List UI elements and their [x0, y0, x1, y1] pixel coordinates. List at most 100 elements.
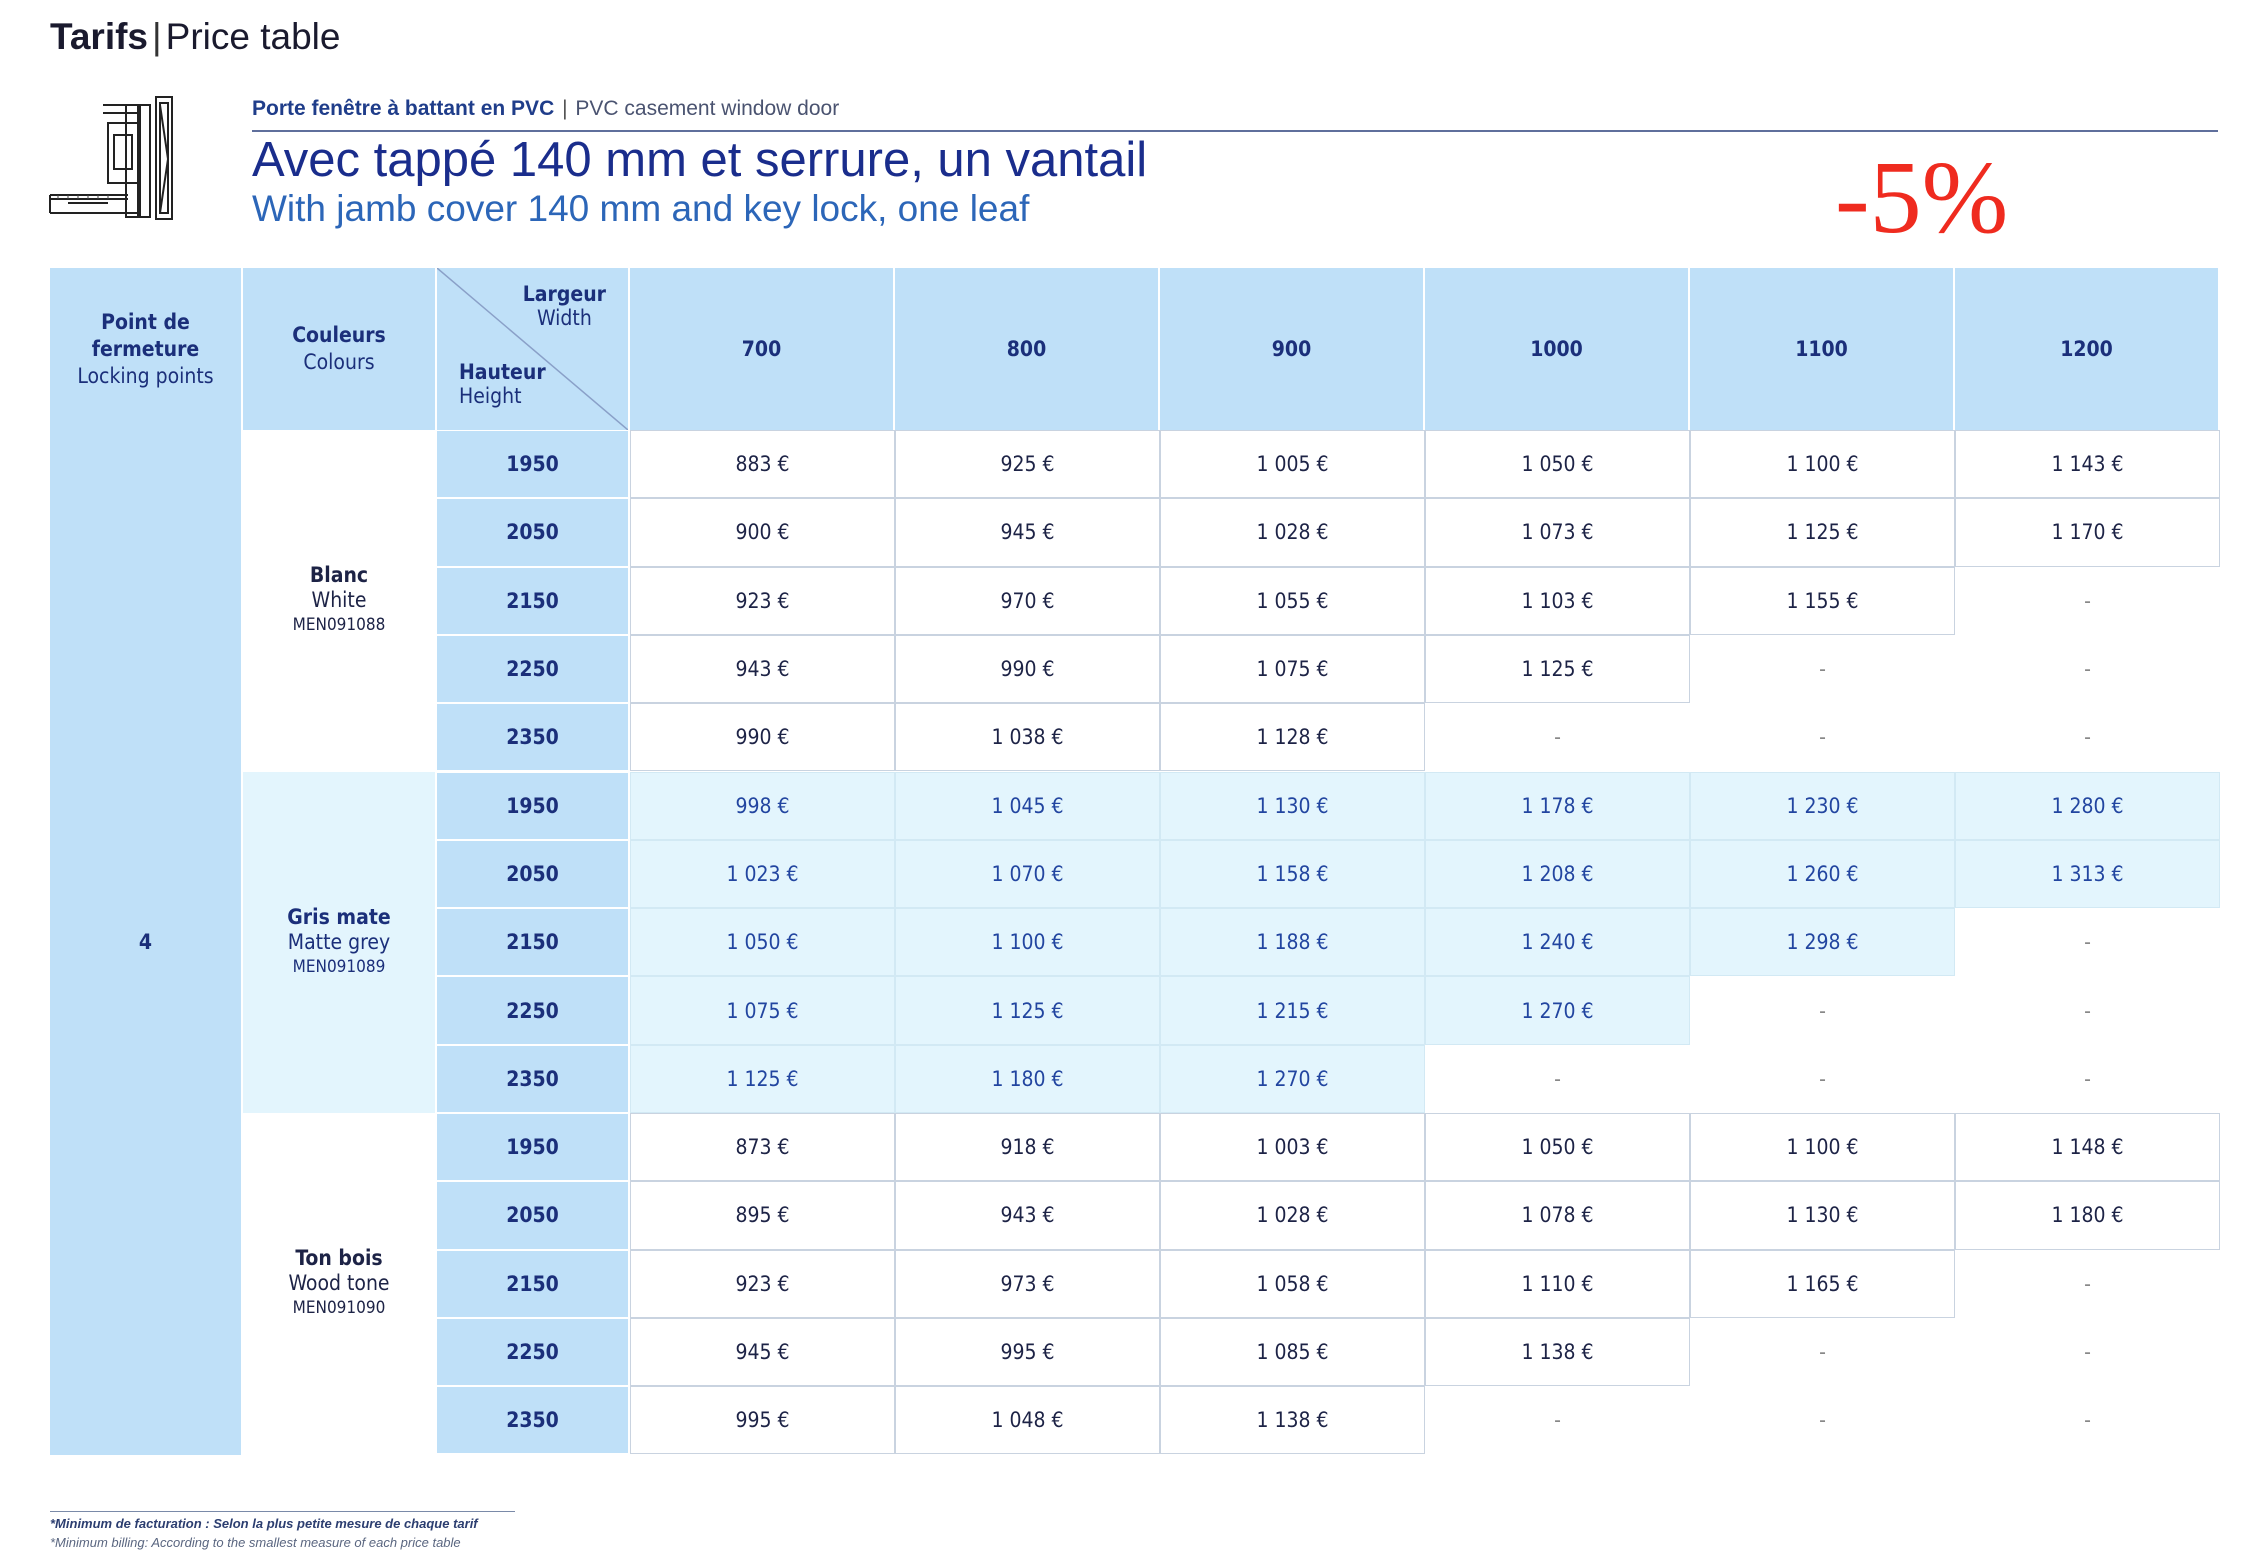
- price-cell: -: [1690, 1386, 1955, 1455]
- price-cell: -: [1955, 1386, 2220, 1455]
- price-cell: -: [1955, 1317, 2220, 1387]
- header-height-en: Height: [459, 384, 522, 408]
- price-cell: 943 €: [630, 634, 895, 704]
- product-subtitle: Porte fenêtre à battant en PVC | PVC cas…: [252, 97, 839, 121]
- price-cell: 1 170 €: [1955, 498, 2220, 567]
- price-cell: 1 028 €: [1160, 498, 1425, 567]
- price-cell: -: [1955, 634, 2220, 704]
- price-cell: -: [1955, 1249, 2220, 1318]
- price-cell: 1 270 €: [1425, 976, 1690, 1045]
- price-cell: 1 130 €: [1690, 1181, 1955, 1250]
- locking-points-value: 4: [50, 430, 241, 1455]
- price-cell: 1 313 €: [1955, 839, 2220, 909]
- price-cell: 1 038 €: [895, 703, 1160, 772]
- colour-name-fr: Ton bois: [295, 1246, 383, 1271]
- row-height-2350: 2350: [437, 704, 628, 771]
- price-cell: -: [1955, 566, 2220, 635]
- price-cell: 895 €: [630, 1181, 895, 1250]
- colour-name-en: White: [311, 588, 367, 613]
- row-height-2250: 2250: [437, 1318, 628, 1386]
- price-cell: 995 €: [895, 1317, 1160, 1387]
- price-cell: 1 180 €: [895, 1044, 1160, 1113]
- subtitle-fr: Porte fenêtre à battant en PVC: [252, 97, 555, 120]
- price-cell: 1 155 €: [1690, 566, 1955, 635]
- price-cell: 1 125 €: [1425, 634, 1690, 704]
- price-cell: 995 €: [630, 1386, 895, 1455]
- price-cell: 1 143 €: [1955, 430, 2220, 499]
- price-cell: 1 003 €: [1160, 1113, 1425, 1182]
- row-height-2250: 2250: [437, 977, 628, 1044]
- price-cell: -: [1955, 1044, 2220, 1113]
- colour-reference: MEN091089: [292, 956, 386, 977]
- price-cell: 1 023 €: [630, 839, 895, 909]
- price-cell: 998 €: [630, 771, 895, 840]
- heading-en: With jamb cover 140 mm and key lock, one…: [252, 188, 1030, 229]
- price-cell: -: [1425, 703, 1690, 772]
- colour-group-1: Gris mate Matte grey MEN091089: [243, 771, 435, 1113]
- price-cell: 1 180 €: [1955, 1181, 2220, 1250]
- footnote-en: *Minimum billing: According to the small…: [50, 1535, 461, 1550]
- price-cell: 1 125 €: [1690, 498, 1955, 567]
- row-height-1950: 1950: [437, 772, 628, 839]
- price-cell: 1 050 €: [1425, 430, 1690, 499]
- price-cell: 1 165 €: [1690, 1249, 1955, 1318]
- price-cell: 1 100 €: [895, 908, 1160, 977]
- colour-name-en: Matte grey: [287, 929, 391, 954]
- header-width-en: Width: [536, 306, 592, 330]
- header-width-label: Largeur Width: [523, 282, 606, 330]
- price-cell: -: [1690, 1044, 1955, 1113]
- colour-name-fr: Gris mate: [287, 904, 391, 929]
- price-cell: 1 050 €: [1425, 1113, 1690, 1182]
- header-width-1200: 1200: [1955, 268, 2218, 430]
- price-cell: -: [1955, 908, 2220, 977]
- colour-name-en: Wood tone: [288, 1271, 390, 1296]
- price-cell: 1 075 €: [630, 976, 895, 1045]
- price-cell: -: [1690, 703, 1955, 772]
- colour-reference: MEN091088: [292, 615, 386, 636]
- price-cell: 925 €: [895, 430, 1160, 499]
- page-title: Tarifs | Price table: [50, 16, 340, 58]
- price-cell: 873 €: [630, 1113, 895, 1182]
- discount-badge: -5%: [1835, 140, 2009, 255]
- row-height-1950: 1950: [437, 431, 628, 498]
- colour-reference: MEN091090: [292, 1298, 386, 1319]
- price-cell: 990 €: [895, 634, 1160, 704]
- price-cell: 1 058 €: [1160, 1249, 1425, 1318]
- price-cell: 1 100 €: [1690, 1113, 1955, 1182]
- header-width-height: Largeur Width Hauteur Height: [437, 268, 628, 430]
- colour-group-0: Blanc White MEN091088: [243, 430, 435, 772]
- row-height-2050: 2050: [437, 840, 628, 908]
- price-cell: 1 158 €: [1160, 839, 1425, 909]
- price-cell: 1 103 €: [1425, 566, 1690, 635]
- price-cell: -: [1690, 634, 1955, 704]
- price-cell: 883 €: [630, 430, 895, 499]
- row-height-2150: 2150: [437, 1250, 628, 1317]
- price-cell: -: [1955, 976, 2220, 1045]
- price-cell: 1 188 €: [1160, 908, 1425, 977]
- price-cell: 1 260 €: [1690, 839, 1955, 909]
- footnote-rule: [50, 1511, 515, 1512]
- price-cell: -: [1425, 1044, 1690, 1113]
- row-height-1950: 1950: [437, 1114, 628, 1181]
- price-cell: 1 028 €: [1160, 1181, 1425, 1250]
- title-bold: Tarifs: [50, 16, 149, 57]
- subtitle-separator: |: [562, 97, 568, 120]
- price-cell: 945 €: [895, 498, 1160, 567]
- price-cell: 1 048 €: [895, 1386, 1160, 1455]
- price-cell: 1 078 €: [1425, 1181, 1690, 1250]
- window-door-diagram-icon: [49, 96, 173, 220]
- colour-name-fr: Blanc: [309, 563, 369, 588]
- colour-group-2: Ton bois Wood tone MEN091090: [243, 1113, 435, 1455]
- price-cell: 1 240 €: [1425, 908, 1690, 977]
- price-cell: 923 €: [630, 566, 895, 635]
- price-cell: 1 298 €: [1690, 908, 1955, 977]
- price-cell: 1 280 €: [1955, 771, 2220, 840]
- price-cell: 1 100 €: [1690, 430, 1955, 499]
- price-cell: 1 148 €: [1955, 1113, 2220, 1182]
- price-cell: 1 208 €: [1425, 839, 1690, 909]
- price-cell: 1 138 €: [1425, 1317, 1690, 1387]
- price-cell: -: [1690, 1317, 1955, 1387]
- row-height-2050: 2050: [437, 499, 628, 566]
- price-cell: 973 €: [895, 1249, 1160, 1318]
- price-cell: 1 110 €: [1425, 1249, 1690, 1318]
